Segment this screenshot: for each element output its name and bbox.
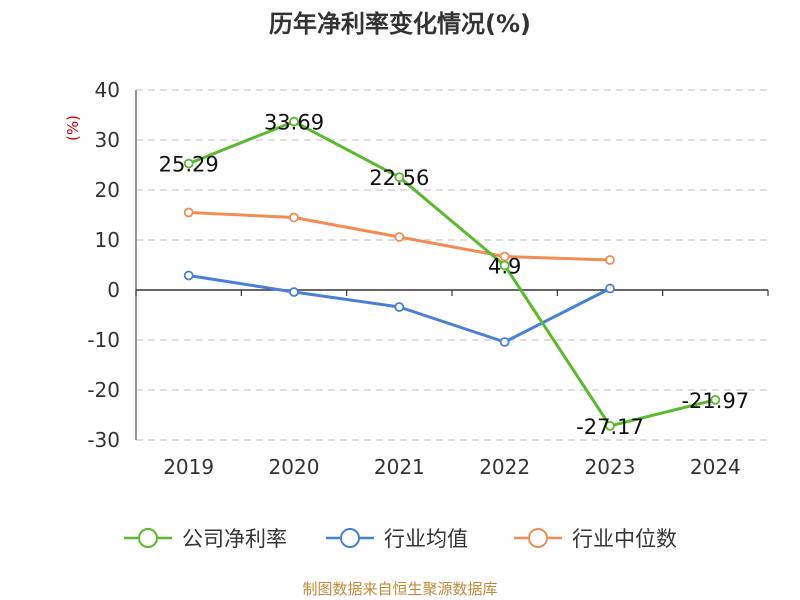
axes: 40 30 20 10 0 -10 -20 -30 2019 2020 2021 2022 2023 20… bbox=[87, 78, 769, 479]
data-point bbox=[289, 212, 299, 223]
data-point bbox=[289, 116, 299, 127]
data-point bbox=[710, 394, 721, 405]
legend-marker bbox=[340, 528, 360, 548]
x-tick-label: 2022 bbox=[479, 455, 530, 479]
data-point bbox=[183, 207, 194, 218]
data-point bbox=[394, 232, 405, 242]
data-label: -27.17 bbox=[576, 415, 644, 439]
data-point bbox=[183, 158, 194, 169]
data-label: 4.9 bbox=[488, 255, 521, 279]
y-tick-label: 30 bbox=[95, 128, 120, 152]
data-point bbox=[605, 283, 615, 294]
y-tick-label: 10 bbox=[95, 228, 120, 252]
chart-title: 历年净利率变化情况(%) bbox=[269, 10, 531, 38]
data-point bbox=[605, 420, 615, 431]
legend-marker bbox=[528, 528, 548, 548]
data-point bbox=[394, 302, 405, 312]
data-point bbox=[289, 287, 299, 297]
y-tick-label: -20 bbox=[87, 378, 120, 402]
data-label: 22.56 bbox=[369, 166, 429, 190]
legend-item[interactable]: 行业均值 bbox=[326, 527, 468, 551]
legend-item[interactable]: 行业中位数 bbox=[514, 527, 677, 551]
data-labels: 25.29 33.69 22.56 4.9 -27.17 -21.97 bbox=[159, 111, 750, 439]
y-tick-label: 0 bbox=[107, 278, 120, 302]
x-tick-label: 2024 bbox=[690, 455, 741, 479]
data-point bbox=[605, 255, 615, 265]
y-tick-label: 40 bbox=[95, 78, 120, 102]
source-note: 制图数据来自恒生聚源数据库 bbox=[302, 580, 497, 598]
legend[interactable]: 公司净利率 行业均值 行业中位数 bbox=[124, 527, 677, 551]
y-axis-unit: (%) bbox=[64, 115, 82, 141]
legend-label: 行业均值 bbox=[384, 527, 468, 551]
data-label: -21.97 bbox=[681, 389, 749, 413]
series-lines bbox=[183, 116, 721, 431]
x-tick-label: 2020 bbox=[269, 455, 320, 479]
legend-label: 公司净利率 bbox=[182, 527, 287, 551]
legend-item[interactable]: 公司净利率 bbox=[124, 527, 287, 551]
legend-marker bbox=[138, 528, 158, 548]
data-point bbox=[499, 251, 510, 262]
series-line bbox=[188, 120, 716, 428]
legend-label: 行业中位数 bbox=[572, 527, 677, 551]
grid-lines bbox=[136, 89, 768, 441]
data-point bbox=[394, 172, 405, 183]
data-label: 33.69 bbox=[264, 111, 324, 135]
x-tick-label: 2019 bbox=[163, 455, 214, 479]
y-tick-label: -10 bbox=[87, 328, 120, 352]
data-point bbox=[183, 270, 194, 281]
data-label: 25.29 bbox=[159, 153, 219, 177]
data-point bbox=[499, 337, 510, 347]
y-tick-label: 20 bbox=[95, 178, 120, 202]
x-tick-label: 2023 bbox=[585, 455, 636, 479]
data-point bbox=[499, 260, 510, 271]
x-tick-label: 2021 bbox=[374, 455, 425, 479]
y-tick-label: -30 bbox=[87, 428, 120, 452]
